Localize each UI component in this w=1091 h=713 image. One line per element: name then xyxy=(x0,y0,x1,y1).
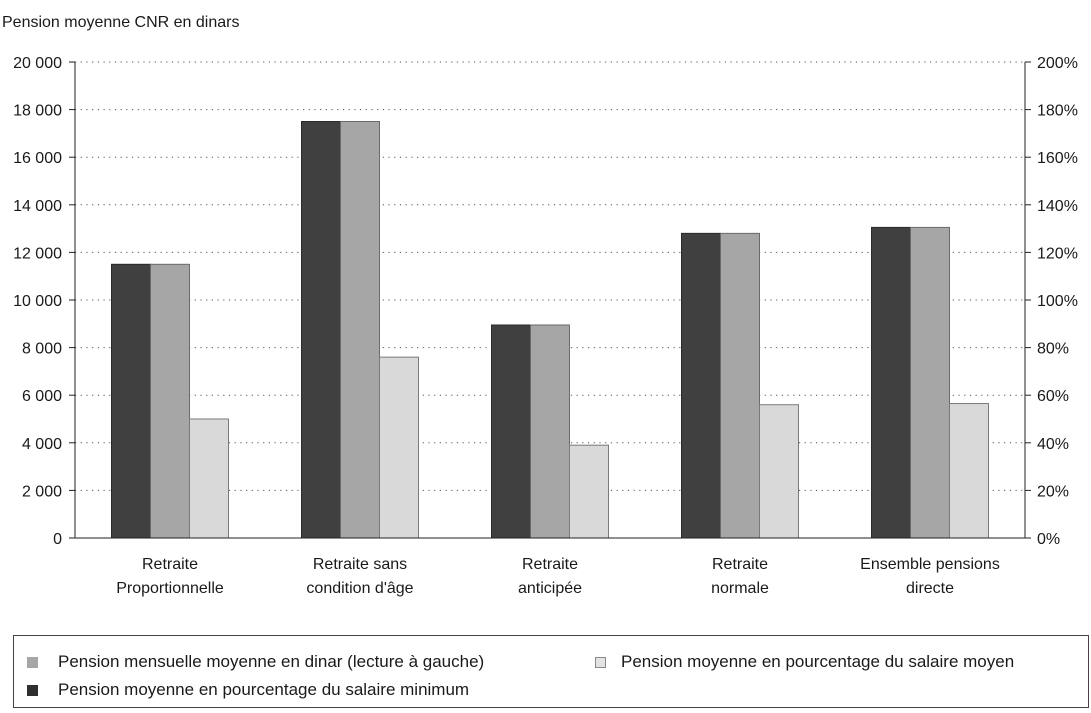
right-tick-label: 140% xyxy=(1037,198,1078,215)
legend-item-pct-minimum-salary: Pension moyenne en pourcentage du salair… xyxy=(27,680,469,700)
legend-item-monthly-pension-dinar: Pension mensuelle moyenne en dinar (lect… xyxy=(27,652,484,672)
bar xyxy=(379,356,419,539)
category-label: Ensemble pensions xyxy=(860,556,1000,573)
category-label: Retraite xyxy=(142,556,198,573)
left-tick-label: 8 000 xyxy=(22,341,62,358)
left-tick-label: 16 000 xyxy=(13,150,62,167)
right-tick-label: 120% xyxy=(1037,245,1078,262)
category-label: Retraite xyxy=(712,556,768,573)
axes xyxy=(69,61,1031,539)
legend-swatch-icon xyxy=(595,656,606,668)
bar xyxy=(949,403,989,539)
left-tick-label: 0 xyxy=(53,531,62,548)
category-label: condition d'âge xyxy=(306,580,413,597)
category-label: Retraite sans xyxy=(313,556,407,573)
bar xyxy=(150,263,190,539)
bar xyxy=(681,232,721,539)
left-tick-label: 2 000 xyxy=(22,483,62,500)
bars xyxy=(111,121,989,539)
left-tick-label: 20 000 xyxy=(13,55,62,72)
chart-title: Pension moyenne CNR en dinars xyxy=(2,14,239,31)
left-tick-label: 18 000 xyxy=(13,103,62,120)
left-tick-label: 6 000 xyxy=(22,388,62,405)
right-tick-label: 40% xyxy=(1037,436,1069,453)
bar xyxy=(340,121,380,539)
legend-label: Pension moyenne en pourcentage du salair… xyxy=(58,680,470,699)
category-label: directe xyxy=(906,580,954,597)
bar xyxy=(189,418,229,539)
category-label: normale xyxy=(711,580,769,597)
bar xyxy=(530,324,570,539)
left-tick-label: 10 000 xyxy=(13,293,62,310)
left-tick-label: 12 000 xyxy=(13,245,62,262)
right-tick-label: 0% xyxy=(1037,531,1060,548)
bar xyxy=(301,121,341,539)
right-tick-label: 80% xyxy=(1037,341,1069,358)
right-tick-label: 20% xyxy=(1037,483,1069,500)
right-tick-label: 100% xyxy=(1037,293,1078,310)
chart: Pension moyenne CNR en dinars 0 2 000 4 00… xyxy=(2,14,1078,597)
right-tick-label: 60% xyxy=(1037,388,1069,405)
bar xyxy=(569,444,609,539)
bar xyxy=(720,232,760,539)
bar xyxy=(871,226,911,539)
right-tick-label: 200% xyxy=(1037,55,1078,72)
right-tick-label: 160% xyxy=(1037,150,1078,167)
right-tick-label: 180% xyxy=(1037,103,1078,120)
bar xyxy=(491,324,531,539)
legend-swatch-icon xyxy=(27,684,38,696)
bar xyxy=(910,226,950,539)
category-label: Retraite xyxy=(522,556,578,573)
bar xyxy=(759,404,799,539)
category-label: anticipée xyxy=(518,580,582,597)
legend-item-pct-average-salary: Pension moyenne en pourcentage du salair… xyxy=(595,652,1014,672)
left-tick-label: 14 000 xyxy=(13,198,62,215)
axis-labels: 0 2 000 4 000 6 000 8 000 10 000 12 000 14 000 1… xyxy=(13,55,1078,597)
bar xyxy=(111,263,151,539)
legend-swatch-icon xyxy=(27,656,38,668)
legend-label: Pension moyenne en pourcentage du salair… xyxy=(621,652,1015,671)
legend: Pension mensuelle moyenne en dinar (lect… xyxy=(13,635,1089,708)
category-label: Proportionnelle xyxy=(116,580,224,597)
left-tick-label: 4 000 xyxy=(22,436,62,453)
legend-label: Pension mensuelle moyenne en dinar (lect… xyxy=(58,652,485,671)
